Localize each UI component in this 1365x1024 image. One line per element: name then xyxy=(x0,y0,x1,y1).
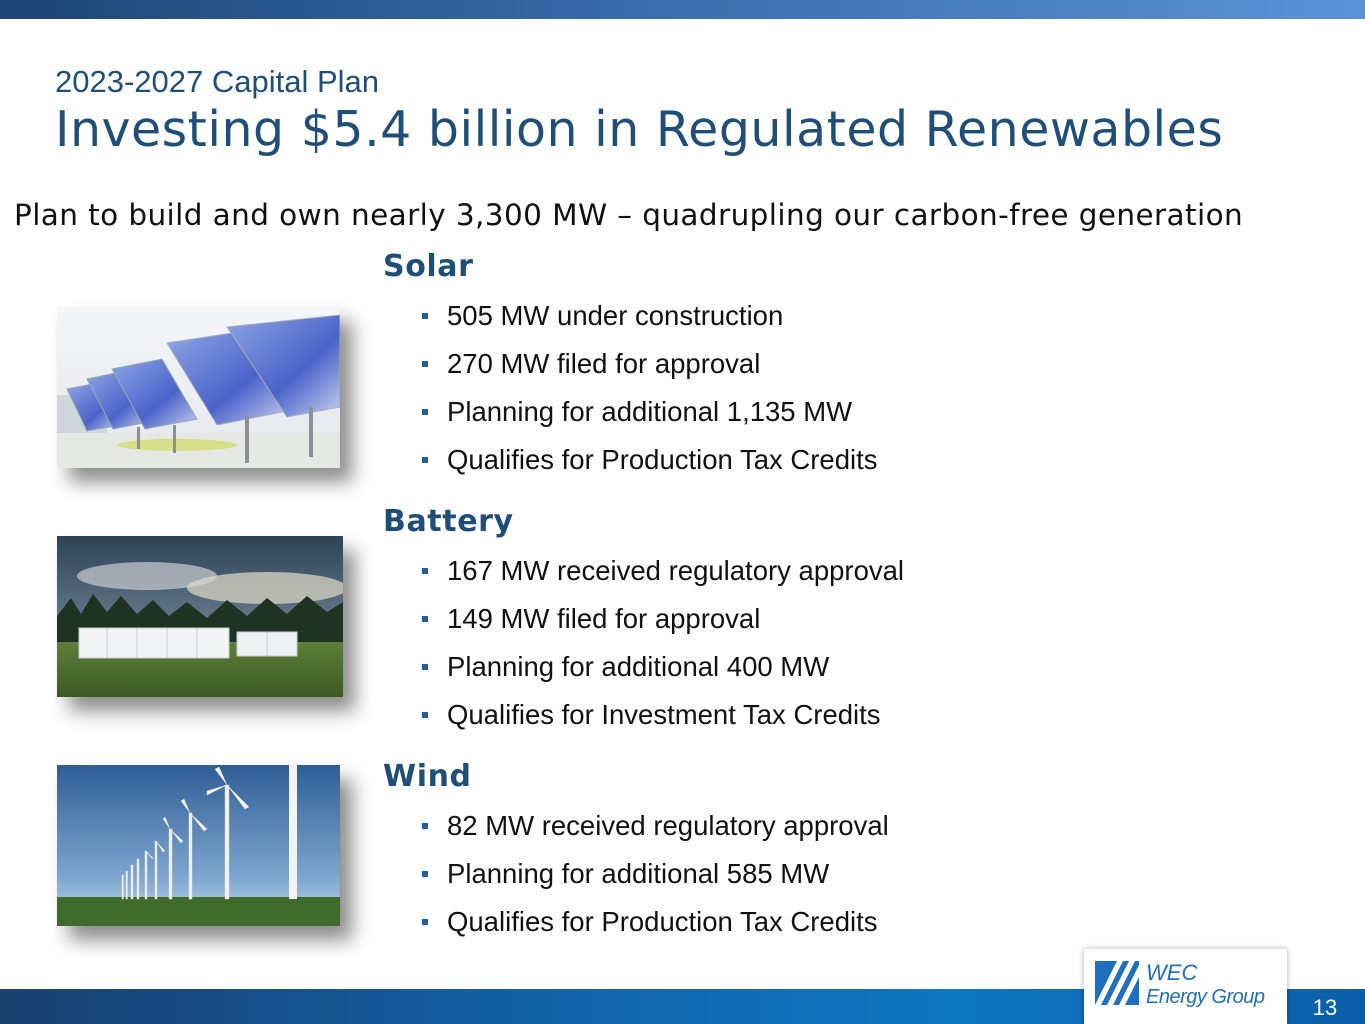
list-item: Planning for additional 1,135 MW xyxy=(383,388,878,436)
bullet-square-icon xyxy=(422,664,428,670)
bullet-square-icon xyxy=(422,313,428,319)
list-item: Qualifies for Investment Tax Credits xyxy=(383,691,904,739)
logo-wordmark-energy-group: Energy Group xyxy=(1146,986,1265,1008)
list-item: 505 MW under construction xyxy=(383,292,878,340)
bullet-square-icon xyxy=(422,919,428,925)
bullet-square-icon xyxy=(422,361,428,367)
wec-logo-mark-icon xyxy=(1095,961,1139,1005)
list-item: Planning for additional 400 MW xyxy=(383,643,904,691)
bullet-square-icon xyxy=(422,409,428,415)
slide-title: Investing $5.4 billion in Regulated Rene… xyxy=(55,101,1224,158)
top-accent-band xyxy=(0,0,1365,19)
solar-section: Solar 505 MW under construction 270 MW f… xyxy=(383,249,878,484)
solar-bullet-list: 505 MW under construction 270 MW filed f… xyxy=(383,292,878,484)
list-item: Planning for additional 585 MW xyxy=(383,850,889,898)
list-item: 167 MW received regulatory approval xyxy=(383,547,904,595)
logo-wordmark-wec: WEC xyxy=(1146,960,1198,985)
list-item: 82 MW received regulatory approval xyxy=(383,802,889,850)
list-item: Qualifies for Production Tax Credits xyxy=(383,898,889,946)
wind-section: Wind 82 MW received regulatory approval … xyxy=(383,759,889,946)
page-number: 13 xyxy=(1312,995,1338,1020)
bullet-square-icon xyxy=(422,823,428,829)
battery-section: Battery 167 MW received regulatory appro… xyxy=(383,504,904,739)
list-item: Qualifies for Production Tax Credits xyxy=(383,436,878,484)
solar-panels-photo xyxy=(57,307,340,468)
list-item: 270 MW filed for approval xyxy=(383,340,878,388)
bullet-square-icon xyxy=(422,712,428,718)
battery-bullet-list: 167 MW received regulatory approval 149 … xyxy=(383,547,904,739)
slide-subtitle: Plan to build and own nearly 3,300 MW – … xyxy=(14,198,1244,232)
bullet-square-icon xyxy=(422,871,428,877)
battery-storage-photo xyxy=(57,536,343,697)
list-item: 149 MW filed for approval xyxy=(383,595,904,643)
bullet-square-icon xyxy=(422,457,428,463)
bullet-square-icon xyxy=(422,616,428,622)
wind-turbines-photo xyxy=(57,765,340,926)
section-heading-wind: Wind xyxy=(383,759,472,794)
section-heading-battery: Battery xyxy=(383,504,514,539)
wind-bullet-list: 82 MW received regulatory approval Plann… xyxy=(383,802,889,946)
section-heading-solar: Solar xyxy=(383,249,474,284)
bullet-square-icon xyxy=(422,568,428,574)
slide-kicker: 2023-2027 Capital Plan xyxy=(55,64,380,99)
wec-logo: WEC Energy Group xyxy=(1084,949,1287,1024)
